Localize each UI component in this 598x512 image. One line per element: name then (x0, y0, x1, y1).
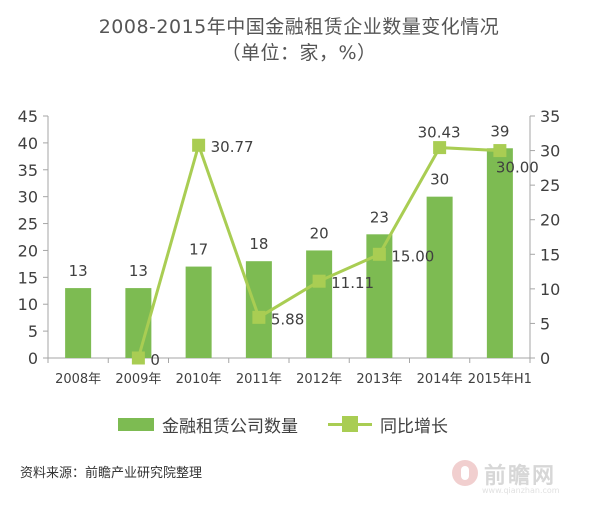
growth-point (372, 247, 386, 261)
y-left-tick-label: 25 (18, 215, 38, 234)
y-right-tick-label: 15 (540, 245, 560, 264)
legend-label-bar: 金融租赁公司数量 (162, 416, 298, 437)
y-right-tick-label: 25 (540, 176, 560, 195)
bar (426, 196, 453, 358)
y-left-tick-label: 5 (28, 322, 38, 341)
y-right-tick-label: 30 (540, 142, 560, 161)
x-tick-label: 2011年 (236, 372, 282, 387)
y-left-tick-label: 10 (18, 295, 38, 314)
growth-value-label: 30.00 (496, 159, 539, 177)
growth-point (312, 274, 326, 288)
legend-swatch-bar (118, 417, 154, 431)
growth-point (433, 141, 447, 155)
x-tick-label: 2009年 (115, 372, 161, 387)
legend-label-line: 同比增长 (380, 416, 448, 437)
growth-value-label: 0 (150, 351, 160, 369)
y-left-tick-label: 30 (18, 188, 38, 207)
y-left-tick-label: 35 (18, 161, 38, 180)
source-note: 资料来源：前瞻产业研究院整理 (20, 466, 203, 481)
logo-url: www.qianzhan.com (482, 486, 560, 495)
bar-value-label: 13 (69, 262, 88, 280)
growth-point (493, 144, 507, 158)
bar-value-label: 23 (370, 208, 389, 226)
bar (486, 148, 513, 358)
y-left-tick-label: 0 (28, 349, 38, 368)
growth-value-label: 30.77 (211, 138, 254, 156)
bar (245, 261, 272, 358)
y-left-tick-label: 40 (18, 134, 38, 153)
bar-value-label: 20 (310, 224, 329, 242)
bar (185, 266, 212, 358)
legend-item-line: 同比增长 (328, 412, 448, 437)
chart-legend: 金融租赁公司数量 同比增长 (0, 412, 598, 437)
legend-swatch-line (328, 416, 372, 432)
x-tick-label: 2013年 (356, 372, 402, 387)
bar-value-label: 39 (490, 122, 509, 140)
growth-value-label: 30.43 (418, 124, 461, 142)
growth-value-label: 11.11 (331, 274, 374, 292)
y-right-tick-label: 10 (540, 280, 560, 299)
y-left-tick-label: 45 (18, 107, 38, 126)
growth-value-label: 5.88 (271, 310, 304, 328)
growth-value-label: 15.00 (391, 247, 434, 265)
x-tick-label: 2010年 (176, 372, 222, 387)
bar-value-label: 30 (430, 171, 449, 189)
bar-value-label: 17 (189, 241, 208, 259)
growth-point (252, 310, 266, 324)
bar-value-label: 13 (129, 262, 148, 280)
x-tick-label: 2015年H1 (468, 372, 532, 387)
y-right-tick-label: 0 (540, 349, 550, 368)
x-tick-label: 2012年 (296, 372, 342, 387)
y-left-tick-label: 20 (18, 241, 38, 260)
y-right-tick-label: 35 (540, 107, 560, 126)
x-tick-label: 2008年 (55, 372, 101, 387)
y-left-tick-label: 15 (18, 268, 38, 287)
growth-point (131, 351, 145, 365)
watermark-logo: 前瞻网 www.qianzhan.com (452, 458, 592, 498)
x-tick-label: 2014年 (417, 372, 463, 387)
chart-title: 2008-2015年中国金融租赁企业数量变化情况 (98, 16, 500, 38)
bar (65, 288, 92, 358)
chart-unit: （单位：家，%） (221, 42, 377, 64)
logo-icon (452, 460, 478, 486)
logo-text: 前瞻网 (484, 464, 557, 489)
bar (306, 250, 333, 358)
y-right-tick-label: 5 (540, 314, 550, 333)
bar-value-label: 18 (249, 235, 268, 253)
growth-point (192, 138, 206, 152)
legend-item-bar: 金融租赁公司数量 (118, 412, 298, 437)
y-right-tick-label: 20 (540, 211, 560, 230)
